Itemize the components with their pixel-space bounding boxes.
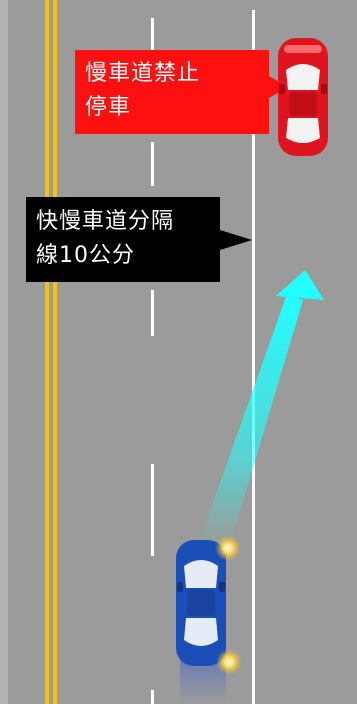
no-stopping-label-line2: 停車: [85, 95, 132, 120]
dashed-lane-line: [151, 18, 154, 704]
headlight-glow-icon: [215, 535, 242, 675]
lane-divider-label-line2: 線10公分: [36, 243, 135, 268]
blue-car-icon: [176, 540, 226, 666]
red-car-icon: [278, 38, 328, 156]
lane-divider-label: 快慢車道分隔 線10公分: [26, 197, 220, 282]
lane-divider-label-line1: 快慢車道分隔: [36, 209, 175, 234]
black-label-pointer: [220, 230, 252, 250]
arrow-icon: [198, 270, 324, 545]
lane-divider-line: [252, 10, 255, 704]
center-line-left: [45, 0, 49, 704]
center-line-right: [53, 0, 57, 704]
no-stopping-label: 慢車道禁止 停車: [75, 50, 269, 134]
no-stopping-label-line1: 慢車道禁止: [85, 61, 201, 86]
road-shoulder: [0, 0, 8, 704]
